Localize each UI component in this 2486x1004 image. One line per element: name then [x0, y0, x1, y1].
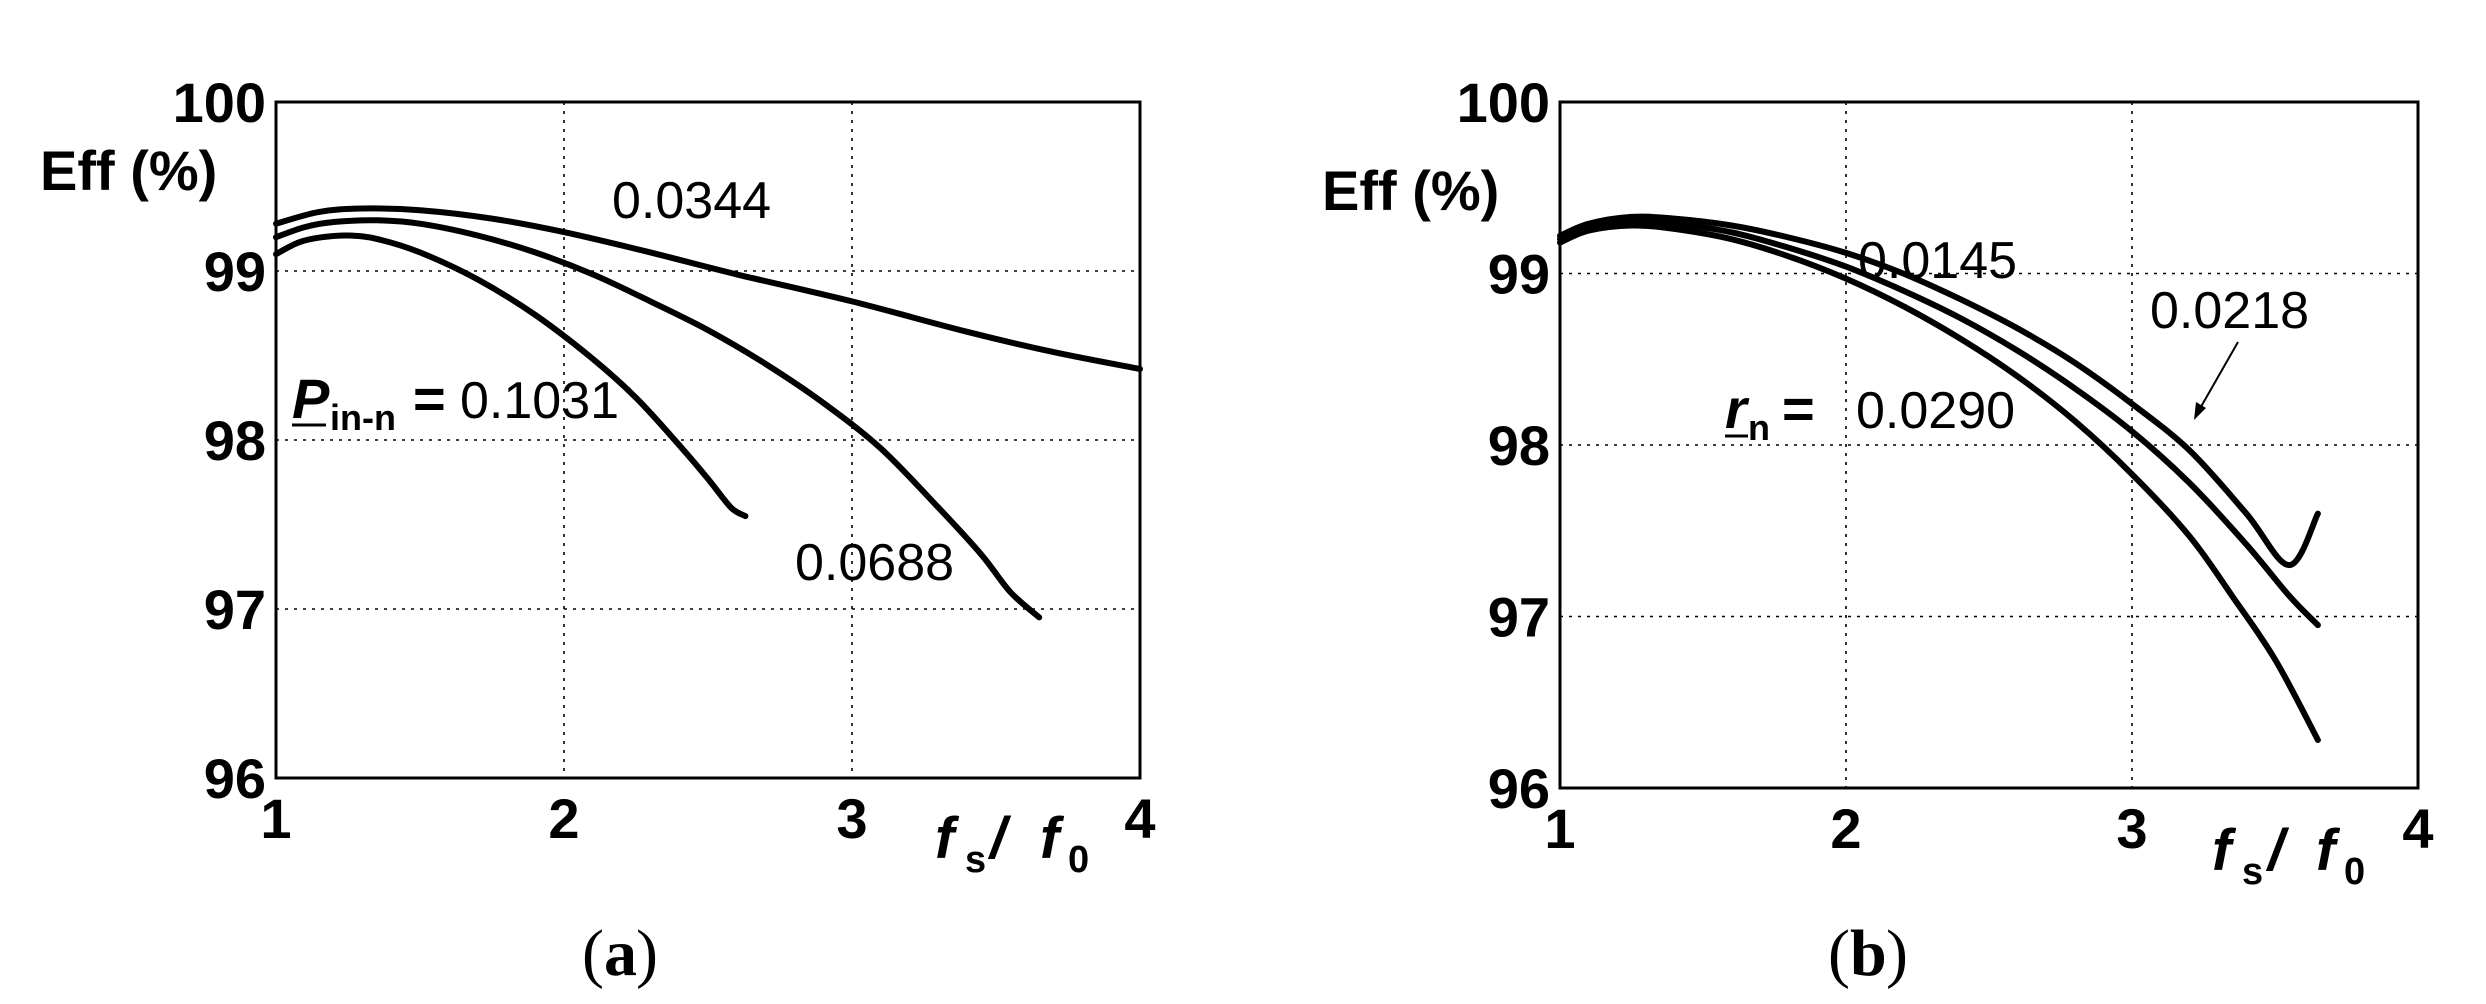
y-tick-label-b-0: 96 [1488, 757, 1550, 820]
series-line-b-1 [1557, 213, 2321, 569]
y-axis-label-a: Eff (%) [40, 139, 217, 202]
grid-a [276, 102, 1140, 778]
caption-open-b: ( [1828, 917, 1850, 990]
x-tick-label-a-3: 4 [1124, 787, 1155, 850]
caption-close-a: ) [636, 917, 658, 990]
series-label-a-2: 0.0688 [795, 534, 954, 592]
caption-letter-a: a [604, 917, 637, 990]
x-label-sub-0-a: 0 [1068, 839, 1089, 881]
ticks-a: 1 2 3 4 96 97 98 99 100 [173, 71, 1156, 850]
x-label-f0-b: f [2316, 818, 2341, 883]
series-line-a-2 [273, 217, 1043, 621]
x-tick-label-b-1: 2 [1830, 797, 1861, 860]
param-label-a: P in-n = 0.1031 [292, 367, 619, 438]
x-tick-label-a-0: 1 [260, 787, 291, 850]
y-tick-label-a-1: 97 [204, 578, 266, 641]
param-eq-b: = [1782, 377, 1815, 440]
caption-b: ( b ) [1828, 917, 1908, 990]
x-axis-label-b: f s / f 0 [2212, 818, 2365, 893]
curves-a [273, 205, 1143, 621]
grid-b [1560, 102, 2418, 788]
series-label-b-3: 0.0290 [1856, 382, 2015, 440]
x-label-slash-a: / [987, 806, 1012, 871]
y-tick-label-a-4: 100 [173, 71, 266, 134]
series-line-b-2 [1557, 218, 2321, 629]
series-line-a-1 [273, 205, 1143, 372]
series-label-a-1: 0.0344 [612, 172, 771, 230]
y-tick-label-a-3: 99 [204, 240, 266, 303]
x-tick-label-a-2: 3 [836, 787, 867, 850]
series-label-a-3: 0.1031 [460, 372, 619, 430]
y-tick-label-b-3: 99 [1488, 243, 1550, 306]
param-sub-a: in-n [330, 397, 396, 438]
curves-b [1557, 213, 2321, 743]
x-label-sub-s-b: s [2242, 851, 2263, 893]
x-tick-label-b-3: 4 [2402, 797, 2433, 860]
y-axis-label-b: Eff (%) [1322, 159, 1499, 222]
series-label-b-2: 0.0218 [2150, 282, 2309, 340]
x-label-f-b: f [2212, 818, 2237, 883]
y-tick-label-b-1: 97 [1488, 586, 1550, 649]
y-tick-label-b-2: 98 [1488, 414, 1550, 477]
x-axis-label-a: f s / f 0 [935, 806, 1089, 881]
caption-open-a: ( [582, 917, 604, 990]
x-label-sub-s-a: s [965, 839, 986, 881]
x-tick-label-a-1: 2 [548, 787, 579, 850]
arrow-b-2 [2197, 341, 2239, 413]
caption-letter-b: b [1850, 917, 1887, 990]
caption-close-b: ) [1886, 917, 1908, 990]
panel-b: 1 2 3 4 96 97 98 99 100 Eff (%) 0.0145 0.0218 r … [1322, 71, 2434, 990]
series-line-b-3 [1557, 222, 2321, 743]
x-label-slash-b: / [2265, 818, 2290, 883]
arrowhead-b-2 [2194, 402, 2206, 420]
x-tick-label-b-0: 1 [1544, 797, 1575, 860]
plot-frame-b [1558, 100, 2420, 790]
x-label-sub-0-b: 0 [2344, 851, 2365, 893]
x-label-f0-a: f [1040, 806, 1065, 871]
param-symbol-b: r [1725, 377, 1750, 440]
caption-a: ( a ) [582, 917, 658, 990]
y-tick-label-a-0: 96 [204, 747, 266, 810]
ticks-b: 1 2 3 4 96 97 98 99 100 [1457, 71, 2434, 860]
param-symbol-a: P [292, 367, 330, 430]
y-tick-label-a-2: 98 [204, 409, 266, 472]
plot-frame-a [274, 100, 1142, 780]
series-label-b-1: 0.0145 [1858, 232, 2017, 290]
param-eq-a: = [413, 367, 446, 430]
x-tick-label-b-2: 3 [2116, 797, 2147, 860]
y-tick-label-b-4: 100 [1457, 71, 1550, 134]
panel-a: 1 2 3 4 96 97 98 99 100 Eff (%) 0.0344 0.0688 P … [40, 71, 1156, 990]
series-line-a-3 [273, 232, 749, 520]
param-sub-b: n [1748, 407, 1770, 448]
param-label-b: r n = 0.0290 [1725, 377, 2015, 448]
x-label-f-a: f [935, 806, 960, 871]
